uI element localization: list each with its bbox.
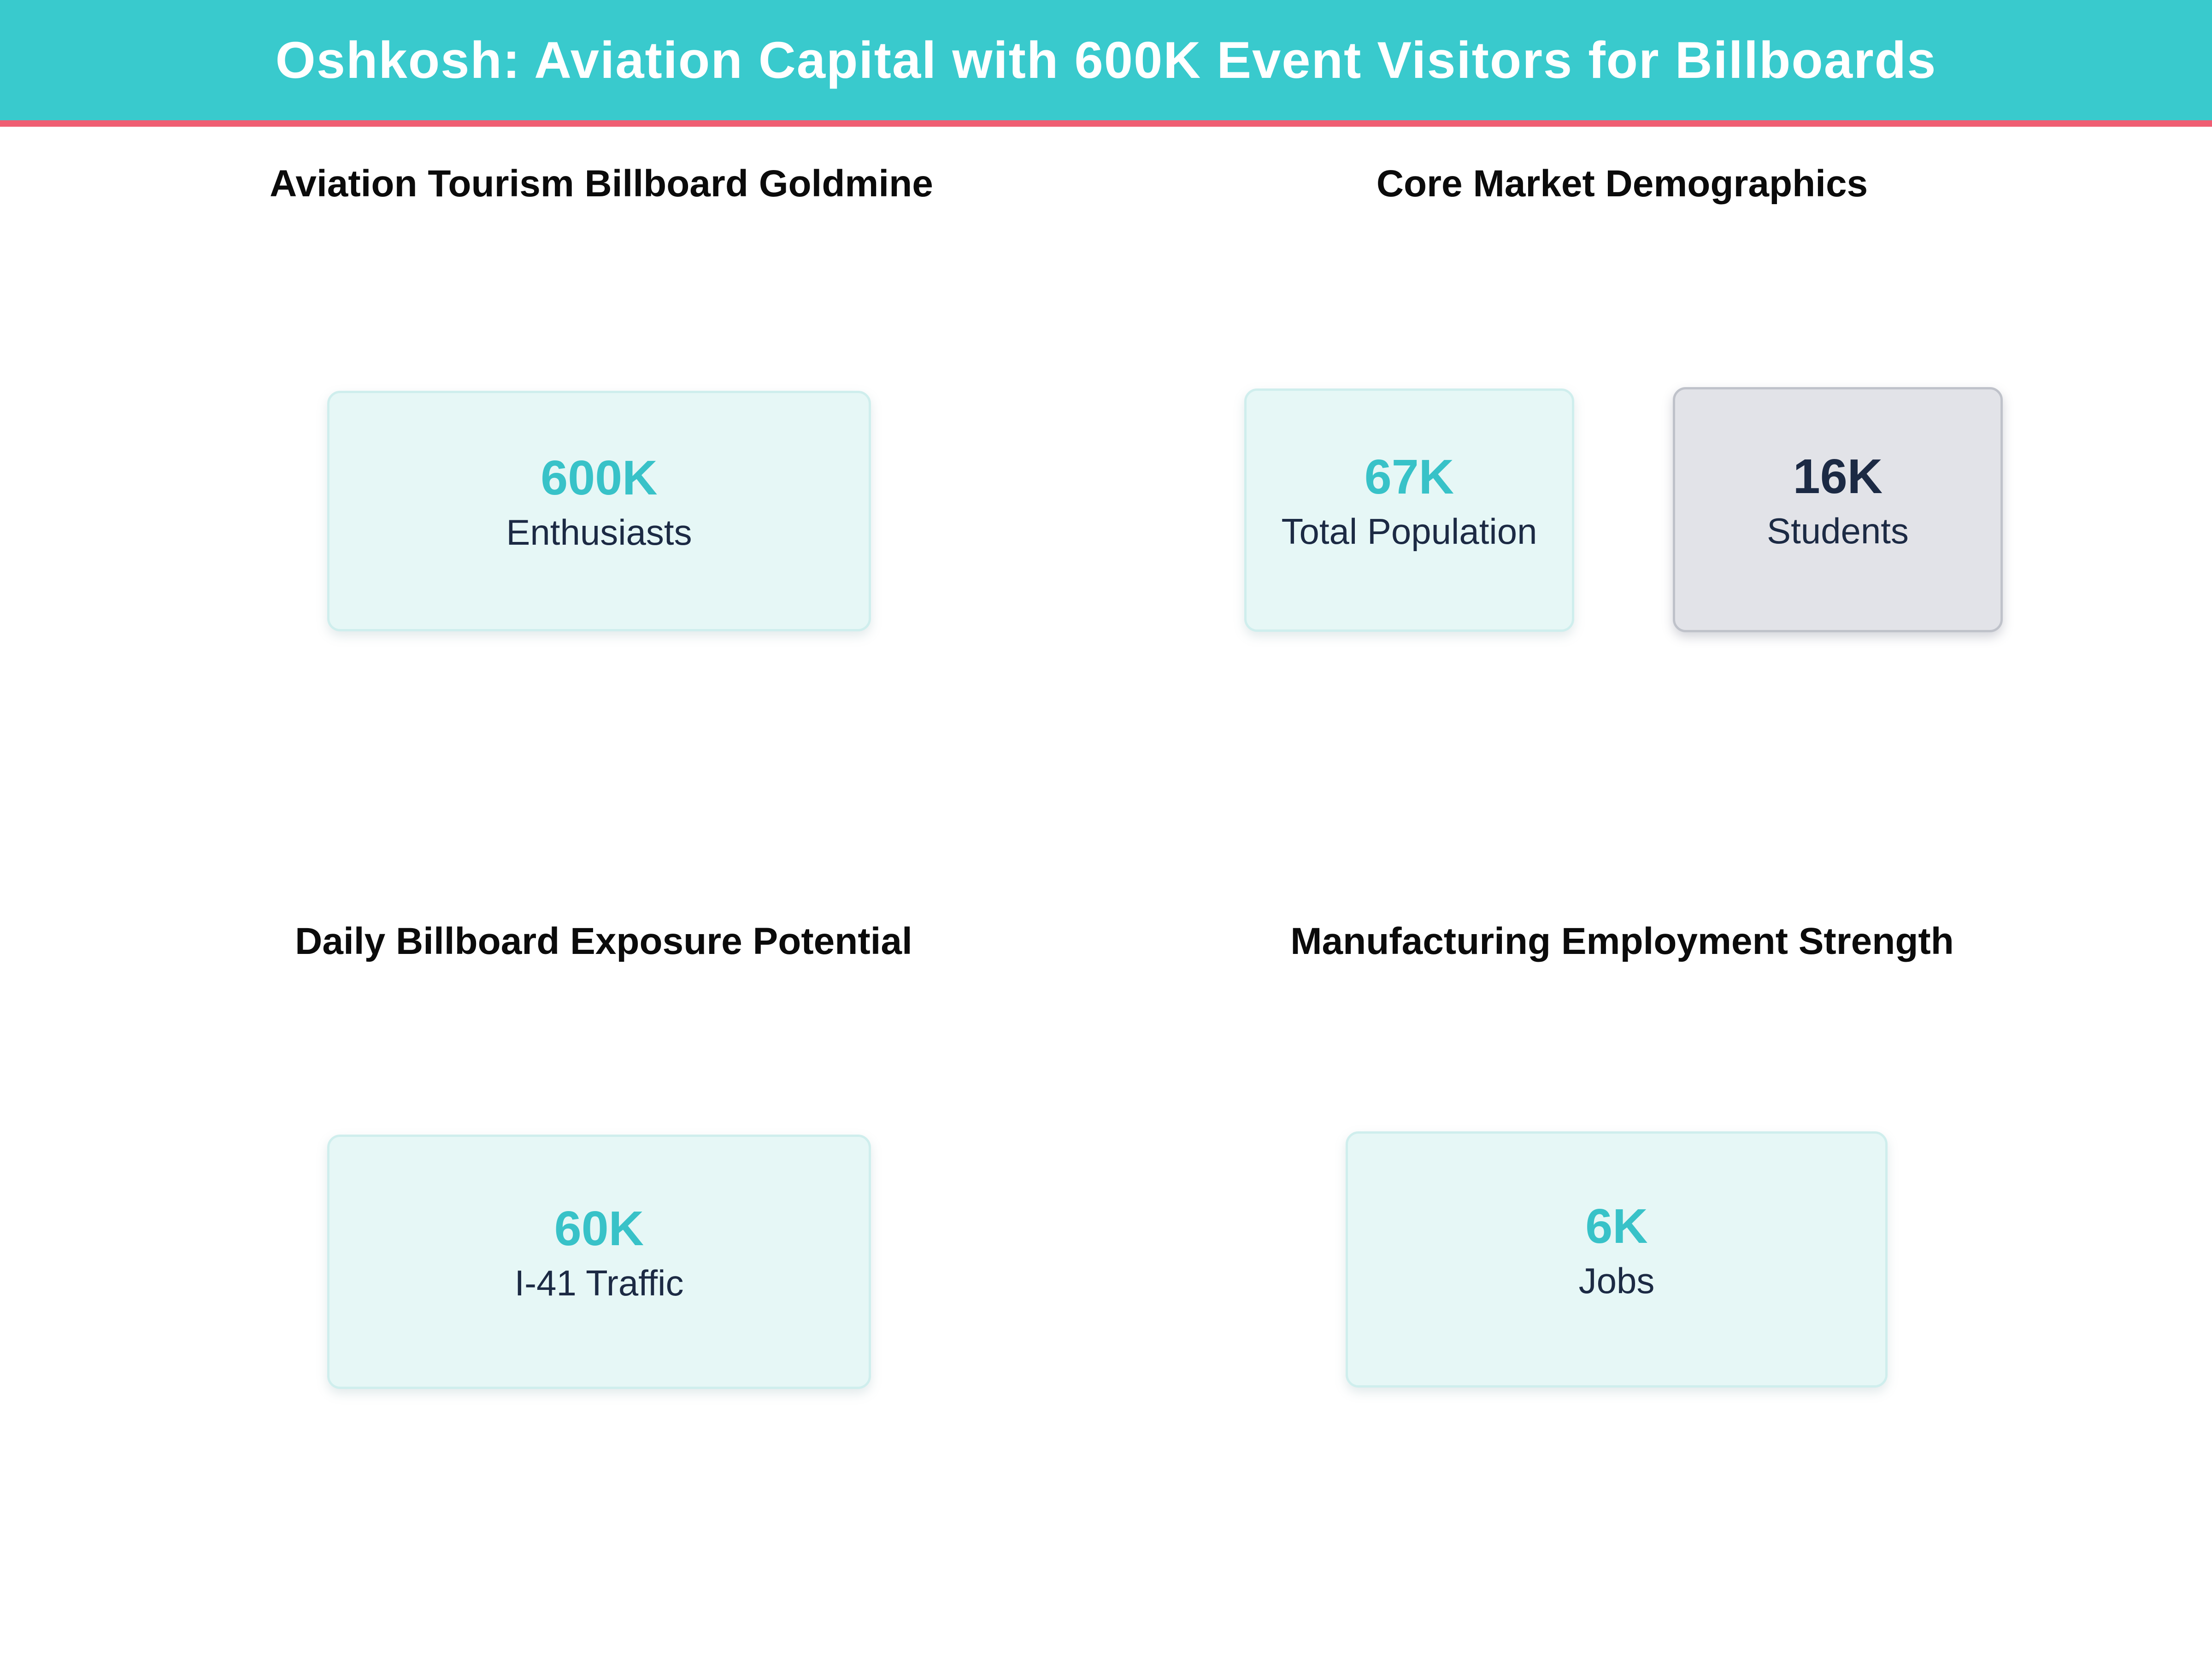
header-banner: Oshkosh: Aviation Capital with 600K Even…	[0, 0, 2212, 127]
stat-label: Students	[1767, 511, 1909, 551]
stat-card-content: 16K Students	[1767, 452, 1909, 549]
stat-value: 16K	[1793, 449, 1883, 504]
stat-card-jobs: 6K Jobs	[1346, 1131, 1888, 1388]
stat-card-total-population: 67K Total Population	[1244, 388, 1574, 632]
stat-value: 600K	[541, 451, 658, 505]
stat-label: I-41 Traffic	[514, 1263, 684, 1303]
stat-card-content: 60K I-41 Traffic	[514, 1204, 683, 1301]
stat-card-content: 600K Enthusiasts	[506, 453, 692, 550]
stat-card-enthusiasts: 600K Enthusiasts	[327, 391, 871, 631]
stat-label: Total Population	[1281, 511, 1537, 552]
stat-card-i41-traffic: 60K I-41 Traffic	[327, 1135, 871, 1389]
stat-card-content: 67K Total Population	[1281, 453, 1537, 549]
stat-card-content: 6K Jobs	[1579, 1202, 1655, 1299]
page-title: Oshkosh: Aviation Capital with 600K Even…	[275, 31, 1937, 89]
stat-value: 6K	[1585, 1199, 1648, 1253]
stat-value: 67K	[1364, 450, 1454, 504]
stat-value: 60K	[554, 1201, 644, 1256]
stat-label: Jobs	[1578, 1260, 1655, 1301]
section-title-daily-billboard-exposure: Daily Billboard Exposure Potential	[295, 920, 912, 962]
section-title-core-market-demographics: Core Market Demographics	[1376, 163, 1868, 205]
section-title-manufacturing-employment: Manufacturing Employment Strength	[1290, 920, 1954, 962]
section-title-aviation-tourism: Aviation Tourism Billboard Goldmine	[270, 163, 933, 205]
stat-card-students: 16K Students	[1673, 387, 2003, 632]
stat-label: Enthusiasts	[506, 512, 692, 553]
